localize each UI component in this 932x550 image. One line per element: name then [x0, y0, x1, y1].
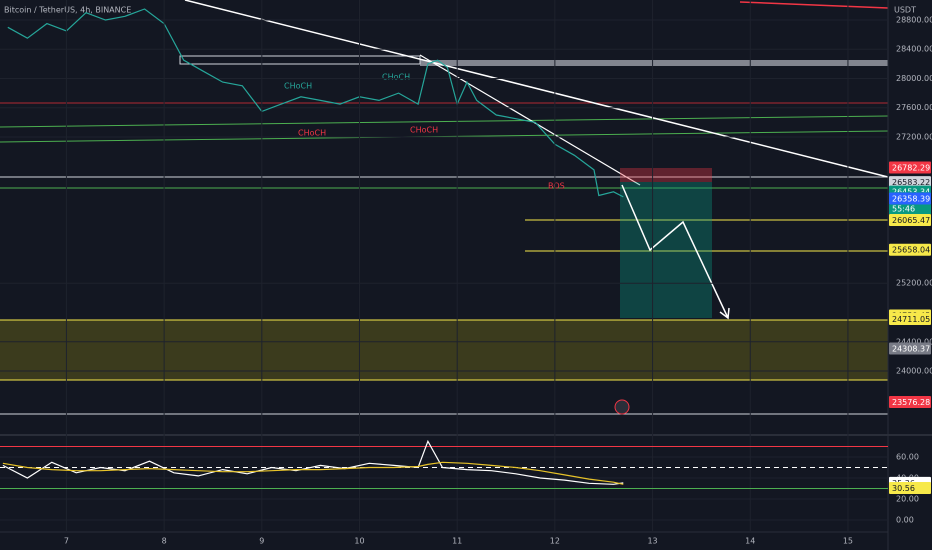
- price-tag: [889, 161, 931, 174]
- price-tag-label: 25658.04: [892, 246, 930, 255]
- price-tag-label: 26453.34: [892, 188, 930, 197]
- price-tag-label: 26358.39: [892, 195, 930, 204]
- x-tick-label: 14: [745, 537, 755, 546]
- price-tag-label: 26782.29: [892, 164, 930, 173]
- projection-arrow: [621, 184, 729, 319]
- x-tick-label: 15: [843, 537, 853, 546]
- currency: USDT: [894, 6, 916, 15]
- y-tick-label: 24400.00: [896, 337, 932, 346]
- price-line: [2, 439, 624, 485]
- price-tag: [889, 243, 931, 256]
- price-tag-label: 24308.37: [892, 344, 930, 353]
- price-line: [2, 461, 624, 485]
- annotation: CHoCH: [298, 129, 326, 138]
- price-tag-label: 23576.28: [892, 398, 930, 407]
- chart-title: Bitcoin / TetherUS, 4h, BINANCE: [4, 6, 131, 15]
- price-tag-label: 26065.47: [892, 216, 930, 225]
- price-tag: [889, 176, 931, 189]
- countdown: 55:46: [892, 205, 915, 214]
- y-tick-label: 28000.00: [896, 74, 932, 83]
- y-tick-label: 27200.00: [896, 132, 932, 141]
- annotation: CHoCH: [382, 73, 410, 82]
- stop-box: [620, 168, 712, 182]
- y-tick-label: 24000.00: [896, 367, 932, 376]
- y-tick-label: 28800.00: [896, 15, 932, 24]
- x-tick-label: 9: [259, 537, 264, 546]
- annotation: BOS: [548, 182, 565, 191]
- price-tag: [889, 342, 931, 355]
- countdown-bg: [889, 204, 931, 215]
- y-tick-label: 60.00: [896, 453, 919, 462]
- level-line: [739, 1, 889, 9]
- trendline: [419, 54, 641, 186]
- x-tick-label: 8: [162, 537, 167, 546]
- price-tag-label: 26583.22: [892, 178, 930, 187]
- x-tick-label: 7: [64, 537, 69, 546]
- annotation: CHoCH: [284, 82, 312, 91]
- y-tick-label: 27600.00: [896, 103, 932, 112]
- price-tag-label: 30.56: [892, 484, 915, 493]
- x-tick-label: 12: [550, 537, 560, 546]
- icon: [614, 399, 630, 415]
- zone: [420, 60, 888, 66]
- x-tick-label: 11: [452, 537, 462, 546]
- price-tag: [889, 213, 931, 226]
- x-tick-label: 10: [354, 537, 364, 546]
- level-line: [0, 115, 889, 128]
- price-tag: [889, 313, 931, 326]
- price-tag: [889, 481, 931, 494]
- target-box: [620, 182, 712, 318]
- annotation: CHoCH: [410, 126, 438, 135]
- price-tag-label: 24711.05: [892, 315, 930, 324]
- demand-zone: [0, 320, 888, 380]
- y-tick-label: 20.00: [896, 495, 919, 504]
- trendline: [184, 0, 889, 178]
- y-tick-label: 28400.00: [896, 45, 932, 54]
- price-tag: [889, 192, 931, 205]
- zone: [179, 55, 421, 65]
- arrow-head: [719, 307, 730, 320]
- y-tick-label: 25200.00: [896, 279, 932, 288]
- price-tag: [889, 395, 931, 408]
- x-tick-label: 13: [647, 537, 657, 546]
- y-tick-label: 0.00: [896, 516, 914, 525]
